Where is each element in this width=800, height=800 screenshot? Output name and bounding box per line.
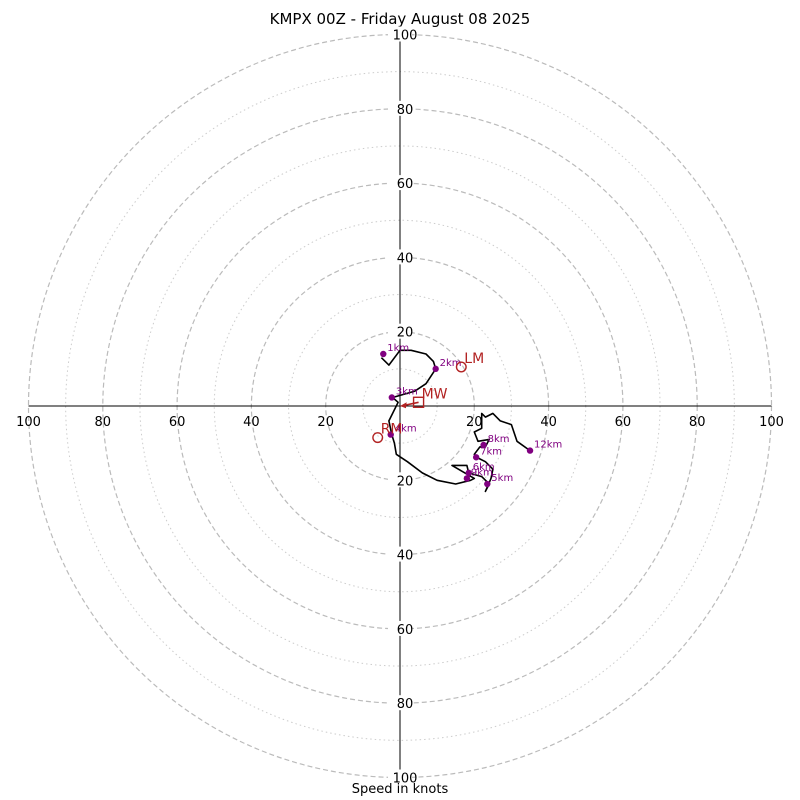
y-tick-bg <box>388 695 412 711</box>
y-tick-bg <box>388 620 412 636</box>
height-marker <box>380 350 387 358</box>
y-tick-label: 60 <box>397 623 414 638</box>
x-tick-label: 40 <box>243 415 260 430</box>
y-tick-bg <box>388 26 412 42</box>
y-tick-bg <box>388 175 412 191</box>
y-tick-bg <box>388 100 412 116</box>
chart-title: KMPX 00Z - Friday August 08 2025 <box>269 10 531 28</box>
y-tick-label: 20 <box>397 326 414 341</box>
height-marker <box>484 480 491 488</box>
x-tick-label: 60 <box>615 415 632 430</box>
y-tick-label: 40 <box>397 549 414 564</box>
height-marker <box>480 441 487 449</box>
height-marker-label: 4km <box>395 424 417 435</box>
x-tick-label: 80 <box>95 415 112 430</box>
y-tick-label: 40 <box>397 251 414 266</box>
y-tick-bg <box>388 769 412 785</box>
y-tick-bg <box>388 546 412 562</box>
height-marker-label: 12km <box>534 440 562 451</box>
storm-motion-label: RM <box>381 422 403 438</box>
x-tick-label: 40 <box>540 415 557 430</box>
y-tick-label: 20 <box>397 474 414 489</box>
y-tick-label: 80 <box>397 103 414 118</box>
x-axis-label: Speed in knots <box>351 782 449 797</box>
height-marker-label: 1km <box>387 343 409 354</box>
x-tick-label: 20 <box>317 415 334 430</box>
height-marker-label: 7km <box>480 446 502 457</box>
x-tick-label: 80 <box>689 415 706 430</box>
height-marker <box>463 475 471 482</box>
x-tick-label: 20 <box>466 415 483 430</box>
storm-motion-marker <box>372 432 384 444</box>
height-marker <box>526 447 534 454</box>
hodograph-trace <box>380 349 531 493</box>
height-marker-label: 6km <box>473 462 495 473</box>
storm-motion-label: MW <box>422 386 448 402</box>
height-marker <box>388 394 396 401</box>
y-tick-label: 80 <box>397 697 414 712</box>
y-tick-bg <box>388 249 412 265</box>
storm-motion-label: LM <box>464 351 484 367</box>
height-marker <box>387 431 394 438</box>
height-marker <box>465 469 472 477</box>
storm-motion-marker <box>412 396 425 408</box>
height-marker-label: 5km <box>491 473 513 484</box>
y-tick-label: 100 <box>393 29 418 44</box>
x-tick-label: 60 <box>169 415 186 430</box>
y-tick-label: 100 <box>393 772 418 787</box>
height-marker-label: 9km <box>471 467 493 478</box>
storm-motion-marker <box>455 361 467 373</box>
y-tick-bg <box>388 472 412 488</box>
y-tick-label: 60 <box>397 177 414 192</box>
y-tick-bg <box>388 323 412 339</box>
storm-motion-arrowhead <box>400 402 407 409</box>
height-marker-label: 2km <box>440 358 462 369</box>
height-marker-label: 3km <box>396 386 418 397</box>
x-tick-label: 100 <box>759 415 784 430</box>
height-marker-label: 8km <box>488 434 510 445</box>
height-marker <box>432 365 439 373</box>
x-tick-label: 100 <box>16 415 41 430</box>
height-marker <box>472 454 480 461</box>
